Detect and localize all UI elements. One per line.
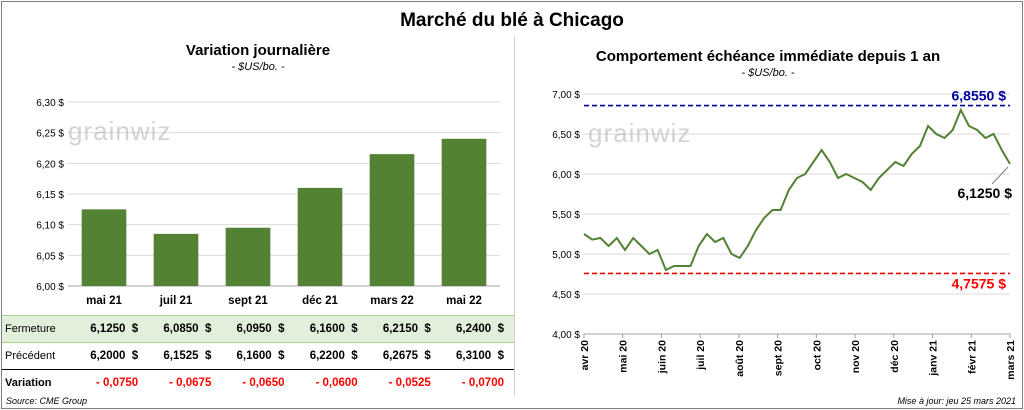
high-price-label: 6,8550 $ xyxy=(952,88,1007,104)
line-x-tick-label: juil 20 xyxy=(695,340,707,371)
bar xyxy=(441,138,487,286)
table-row: Précédent 6,2000 $6,1525 $6,1600 $6,2200 … xyxy=(2,342,514,370)
line-x-tick-label: août 20 xyxy=(734,340,746,377)
table-cell: - 0,0525 xyxy=(388,377,431,389)
left-chart-title: Variation journalière xyxy=(185,42,331,59)
line-y-tick-label: 5,00 $ xyxy=(552,250,580,261)
line-chart: 4,00 $ 4,50 $ 5,00 $ 5,50 $ 6,00 $ 6,50 $ 7,00… xyxy=(552,88,1017,380)
line-y-tick-label: 5,50 $ xyxy=(552,210,580,221)
row-label: Précédent xyxy=(2,342,76,370)
table-cell: - 0,0650 xyxy=(242,377,285,389)
table-cell: - 0,0700 xyxy=(461,377,504,389)
line-x-tick-label: juin 20 xyxy=(656,340,668,374)
bar-y-tick-label: 6,15 $ xyxy=(36,190,64,201)
line-y-tick-label: 4,50 $ xyxy=(552,290,580,301)
line-x-tick-label: oct 20 xyxy=(811,340,823,371)
line-y-tick-label: 6,50 $ xyxy=(552,130,580,141)
bar-y-tick-label: 6,20 $ xyxy=(36,159,64,170)
table-cell: 6,2150 $ xyxy=(367,315,441,343)
right-chart-unit: - $US/bo. - xyxy=(741,67,795,79)
bar xyxy=(369,154,415,286)
line-y-tick-label: 6,00 $ xyxy=(552,170,580,181)
table-cell: 6,1525 $ xyxy=(148,342,222,370)
bar xyxy=(225,227,271,286)
table-cell: 6,2000 $ xyxy=(75,342,149,370)
bar-category-label: déc 21 xyxy=(302,295,338,307)
bar xyxy=(153,233,199,286)
line-x-tick-label: nov 20 xyxy=(850,340,862,373)
watermark: grainwiz xyxy=(68,116,171,146)
line-y-tick-label: 7,00 $ xyxy=(552,90,580,101)
bar-chart: 6,00 $ 6,05 $ 6,10 $ 6,15 $ 6,20 $ 6,25 $ 6,30… xyxy=(36,98,500,307)
page-title: Marché du blé à Chicago xyxy=(400,10,624,31)
price-series-line xyxy=(583,107,1011,272)
row-label: Fermeture xyxy=(2,315,76,343)
line-x-tick-label: janv 21 xyxy=(928,340,940,377)
table-cell: 6,2400 $ xyxy=(440,315,514,343)
bar-category-label: juil 21 xyxy=(159,295,193,307)
last-price-leader xyxy=(991,166,1009,185)
table-cell: 6,2675 $ xyxy=(367,342,441,370)
last-price-label: 6,1250 $ xyxy=(958,185,1013,201)
update-note: Mise à jour: jeu 25 mars 2021 xyxy=(897,396,1016,406)
bar xyxy=(297,187,343,286)
bar-category-label: sept 21 xyxy=(228,295,268,307)
table-row: Fermeture 6,1250 $6,0850 $6,0950 $6,1600 … xyxy=(2,315,514,343)
table-cell: 6,3100 $ xyxy=(440,342,514,370)
row-label: Variation xyxy=(5,377,52,389)
bar xyxy=(81,209,127,286)
low-price-label: 4,7575 $ xyxy=(952,275,1007,291)
table-cell: 6,0950 $ xyxy=(221,315,295,343)
table-cell: 6,2200 $ xyxy=(294,342,368,370)
line-y-tick-label: 4,00 $ xyxy=(552,330,580,341)
line-x-tick-label: mars 21 xyxy=(1005,340,1017,380)
line-x-tick-label: mai 20 xyxy=(618,340,630,373)
table-cell: - 0,0675 xyxy=(169,377,212,389)
source-note: Source: CME Group xyxy=(6,396,88,406)
bar-y-tick-label: 6,05 $ xyxy=(36,251,64,262)
table-cell: 6,1250 $ xyxy=(75,315,149,343)
bar-category-label: mai 22 xyxy=(446,295,482,307)
bar-category-label: mars 22 xyxy=(370,295,413,307)
line-x-tick-label: sept 20 xyxy=(773,340,785,376)
table-cell: 6,0850 $ xyxy=(148,315,222,343)
table-row: Variation - 0,0750 - 0,0675 - 0,0650 - 0,060… xyxy=(2,370,514,397)
right-chart-title: Comportement échéance immédiate depuis 1… xyxy=(595,48,941,65)
line-x-tick-label: févr 21 xyxy=(966,340,978,374)
bar-category-label: mai 21 xyxy=(86,295,122,307)
price-table: Fermeture 6,1250 $6,0850 $6,0950 $6,1600 … xyxy=(2,315,514,396)
panel-divider xyxy=(514,36,515,396)
bar-y-tick-label: 6,10 $ xyxy=(36,221,64,232)
line-x-tick-label: avr 20 xyxy=(579,340,591,371)
bar-y-tick-label: 6,00 $ xyxy=(36,282,64,293)
table-cell: 6,1600 $ xyxy=(294,315,368,343)
bar-y-tick-label: 6,30 $ xyxy=(36,98,64,109)
table-cell: - 0,0600 xyxy=(315,377,358,389)
watermark-right: grainwiz xyxy=(588,118,691,148)
table-cell: - 0,0750 xyxy=(95,377,139,389)
line-x-tick-label: déc 20 xyxy=(889,340,901,373)
table-cell: 6,1600 $ xyxy=(221,342,295,370)
bar-y-tick-label: 6,25 $ xyxy=(36,129,64,140)
left-chart-unit: - $US/bo. - xyxy=(231,61,285,73)
